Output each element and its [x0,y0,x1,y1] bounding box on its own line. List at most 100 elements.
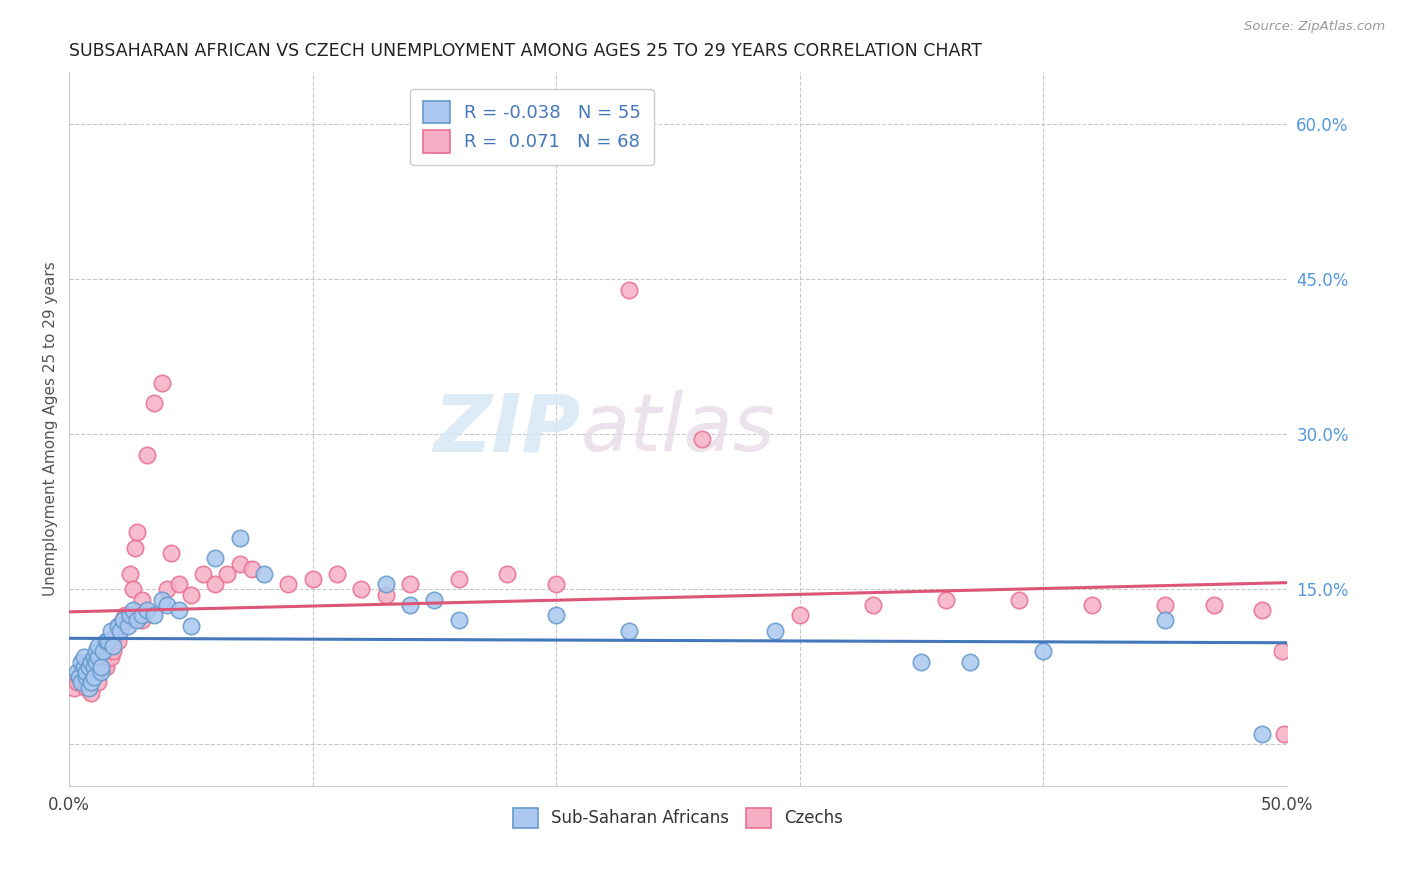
Point [1251,727,1274,741]
Point [94,644,117,658]
Point [167,577,190,591]
Point [77,681,100,695]
Point [83,670,105,684]
Point [217,566,239,581]
Point [1251,603,1274,617]
Point [619,283,641,297]
Point [80,675,103,690]
Point [83,670,105,684]
Point [156,582,179,597]
Point [204,577,226,591]
Point [70,665,93,679]
Text: atlas: atlas [581,390,775,468]
Point [84,665,107,679]
Point [546,577,568,591]
Point [101,639,124,653]
Point [150,376,173,390]
Point [67,670,90,684]
Point [277,577,299,591]
Y-axis label: Unemployment Among Ages 25 to 29 years: Unemployment Among Ages 25 to 29 years [44,261,58,597]
Point [87,655,110,669]
Point [374,577,396,591]
Point [107,618,129,632]
Point [1008,592,1031,607]
Point [156,598,179,612]
Point [77,670,100,684]
Point [97,639,120,653]
Point [107,634,129,648]
Point [131,613,153,627]
Point [97,634,120,648]
Point [65,675,87,690]
Point [1153,613,1175,627]
Point [104,629,127,643]
Point [399,598,422,612]
Point [101,644,124,658]
Point [91,660,114,674]
Point [87,639,110,653]
Point [240,562,263,576]
Point [131,608,153,623]
Point [180,618,202,632]
Point [1032,644,1054,658]
Point [326,566,349,581]
Point [83,660,105,674]
Point [253,566,276,581]
Point [127,525,149,540]
Point [1271,644,1294,658]
Point [131,592,153,607]
Point [1202,598,1225,612]
Text: SUBSAHARAN AFRICAN VS CZECH UNEMPLOYMENT AMONG AGES 25 TO 29 YEARS CORRELATION C: SUBSAHARAN AFRICAN VS CZECH UNEMPLOYMENT… [69,42,983,60]
Point [63,681,86,695]
Point [121,603,143,617]
Point [70,675,93,690]
Point [94,634,117,648]
Point [496,566,519,581]
Point [121,582,143,597]
Point [90,660,112,674]
Point [73,660,96,674]
Point [143,396,166,410]
Point [75,665,97,679]
Point [107,618,129,632]
Point [447,572,470,586]
Point [75,681,97,695]
Point [301,572,323,586]
Point [180,588,202,602]
Point [399,577,422,591]
Point [191,566,214,581]
Point [1153,598,1175,612]
Point [862,598,884,612]
Point [120,608,142,623]
Point [1272,727,1295,741]
Point [423,592,446,607]
Point [73,675,96,690]
Point [1081,598,1104,612]
Point [77,660,100,674]
Text: ZIP: ZIP [433,390,581,468]
Point [90,649,112,664]
Point [84,655,107,669]
Point [110,624,132,638]
Point [67,670,90,684]
Point [117,618,139,632]
Point [124,541,146,555]
Point [619,624,641,638]
Point [83,649,105,664]
Point [160,546,183,560]
Point [690,433,713,447]
Point [84,644,107,658]
Legend: Sub-Saharan Africans, Czechs: Sub-Saharan Africans, Czechs [506,801,849,835]
Point [204,551,226,566]
Point [77,655,100,669]
Point [546,608,568,623]
Point [228,531,250,545]
Point [136,448,159,462]
Point [70,655,93,669]
Point [83,660,105,674]
Point [75,670,97,684]
Point [167,603,190,617]
Text: Source: ZipAtlas.com: Source: ZipAtlas.com [1244,20,1385,33]
Point [100,624,122,638]
Point [136,603,159,617]
